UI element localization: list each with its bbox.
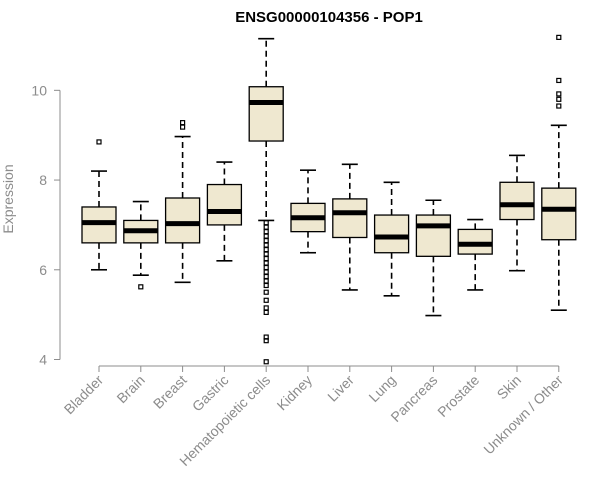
iqr-box (248, 86, 284, 142)
box-group (123, 200, 159, 290)
outlier-point (263, 269, 269, 275)
y-tick-label: 8 (39, 172, 47, 188)
x-tick-label: Lung (365, 372, 398, 405)
outlier-point (263, 282, 269, 289)
iqr-box (332, 198, 368, 239)
outlier-point (263, 289, 269, 295)
outlier-point (556, 77, 562, 84)
box-group (290, 169, 326, 254)
x-tick-label: Bladder (61, 372, 107, 418)
y-tick-label: 4 (39, 352, 47, 368)
iqr-box (206, 183, 243, 226)
outlier-point (180, 120, 186, 126)
outlier-point (263, 278, 269, 284)
outlier-point (263, 224, 269, 230)
outlier-point (96, 139, 102, 145)
outlier-point (263, 305, 269, 311)
outlier-point (263, 359, 269, 365)
iqr-box (415, 214, 452, 257)
box-group (415, 199, 452, 317)
x-tick-label: Skin (494, 372, 525, 403)
outlier-point (263, 242, 269, 248)
outlier-point (556, 103, 562, 109)
outlier-point (263, 273, 269, 280)
y-tick-label: 10 (31, 82, 47, 98)
x-tick-label: Unknown / Other (480, 372, 566, 458)
plot-area (81, 34, 577, 365)
outlier-point (263, 255, 269, 262)
iqr-box (541, 187, 577, 241)
x-tick-label: Kidney (274, 372, 316, 414)
x-tick-label: Breast (150, 372, 190, 412)
outlier-point (263, 238, 269, 244)
outlier-point (556, 34, 562, 40)
outlier-point (263, 229, 269, 235)
outlier-point (263, 246, 269, 253)
chart-title: ENSG00000104356 - POP1 (235, 9, 423, 26)
outlier-point (263, 297, 269, 303)
outlier-point (263, 309, 269, 316)
iqr-box (164, 197, 201, 244)
box-group (373, 181, 410, 297)
outlier-point (263, 338, 269, 344)
iqr-box (499, 181, 535, 221)
box-group (332, 163, 368, 291)
x-tick-label: Brain (113, 372, 147, 406)
box-group (248, 37, 284, 365)
box-group (457, 218, 493, 291)
outlier-point (138, 284, 144, 290)
outlier-point (263, 260, 269, 266)
outlier-point (263, 220, 269, 226)
outlier-point (556, 96, 562, 102)
outlier-point (556, 91, 562, 97)
y-axis-label: Expression (0, 164, 16, 233)
box-group (206, 161, 243, 262)
y-tick-label: 6 (39, 262, 47, 278)
box-group (81, 139, 117, 271)
box-group (499, 154, 535, 272)
x-tick-label: Liver (324, 372, 357, 405)
box-group (541, 34, 577, 311)
outlier-point (263, 264, 269, 271)
iqr-box (373, 214, 410, 254)
outlier-point (263, 233, 269, 239)
box-group (164, 120, 201, 284)
x-tick-label: Prostate (434, 372, 482, 420)
outlier-point (263, 251, 269, 257)
outlier-point (180, 124, 186, 130)
